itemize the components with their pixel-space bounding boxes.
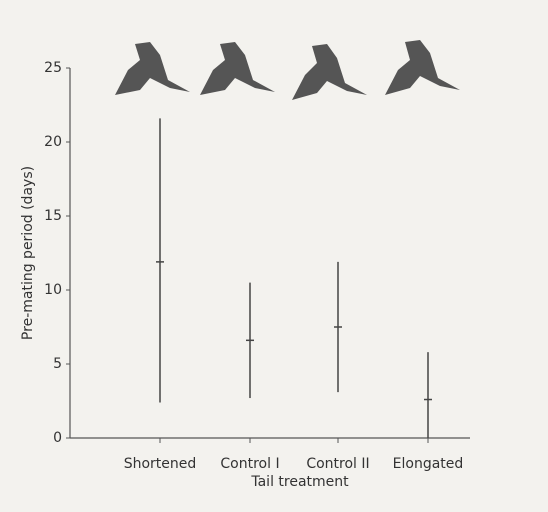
bird-icons [115,40,460,100]
x-tick-label: Shortened [124,456,197,472]
y-tick-label: 5 [53,356,62,372]
bird-icon [385,40,460,95]
y-tick-label: 15 [44,208,62,224]
bird-icon [292,44,367,100]
x-tick-label: Elongated [393,456,464,472]
y-axis-label: Pre-mating period (days) [20,166,36,340]
x-axis-label: Tail treatment [250,474,349,490]
bird-icon [115,42,190,95]
y-tick-label: 25 [44,60,62,76]
bird-icon [200,42,275,95]
x-tick-label: Control I [220,456,279,472]
x-tick-label: Control II [306,456,369,472]
y-tick-label: 10 [44,282,62,298]
y-tick-label: 20 [44,134,62,150]
y-tick-label: 0 [53,430,62,446]
